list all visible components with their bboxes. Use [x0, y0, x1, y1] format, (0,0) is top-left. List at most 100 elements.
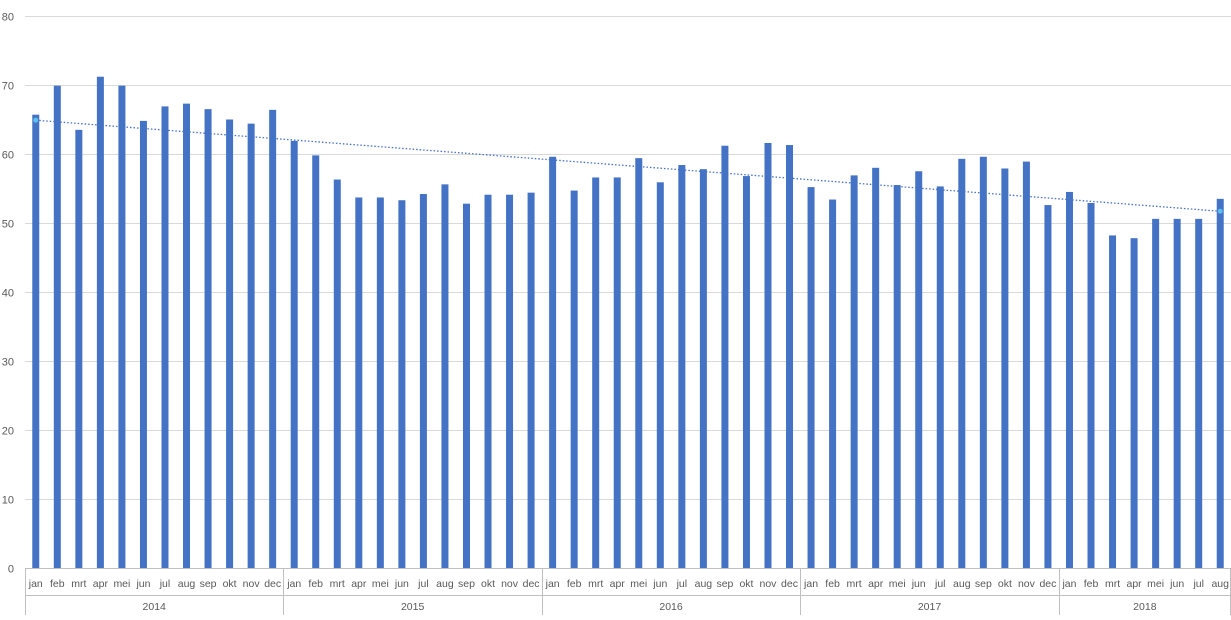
trendline	[33, 117, 1223, 214]
x-tick-label: okt	[739, 578, 753, 590]
bar	[398, 200, 406, 569]
y-tick-label: 50	[2, 219, 14, 231]
bar	[312, 155, 320, 568]
bar	[549, 156, 557, 568]
bar	[462, 203, 470, 568]
bar	[807, 187, 815, 568]
x-tick-label: dec	[264, 578, 281, 590]
x-tick-label: aug	[1211, 578, 1229, 590]
bar	[1152, 218, 1160, 569]
x-tick-label: jan	[1061, 578, 1076, 590]
bar	[1216, 198, 1224, 568]
x-tick-label: mei	[1147, 578, 1164, 590]
bar	[290, 140, 298, 568]
x-tick-label: mrt	[1105, 578, 1120, 590]
bar	[75, 129, 83, 568]
x-tick-label: jan	[286, 578, 301, 590]
bar	[872, 167, 880, 569]
x-tick-label: jun	[652, 578, 667, 590]
x-tick-label: mrt	[588, 578, 603, 590]
bar	[829, 199, 837, 569]
bar	[915, 171, 923, 568]
x-tick-label: jul	[417, 578, 429, 590]
x-tick-label: aug	[436, 578, 454, 590]
x-tick-label: feb	[50, 578, 65, 590]
bar	[1001, 168, 1009, 569]
x-tick-label: jun	[394, 578, 409, 590]
bar	[786, 145, 794, 568]
bar	[936, 186, 944, 568]
x-tick-label: jan	[803, 578, 818, 590]
x-tick-label: feb	[1084, 578, 1099, 590]
x-tick-label: sep	[975, 578, 992, 590]
bar	[721, 145, 729, 568]
gridlines	[25, 16, 1231, 569]
bar	[1109, 235, 1117, 569]
bar	[1173, 218, 1181, 569]
bar	[96, 76, 104, 568]
x-tick-label: aug	[695, 578, 713, 590]
x-tick-label: jul	[676, 578, 688, 590]
bar	[355, 197, 363, 568]
x-tick-label: nov	[760, 578, 778, 590]
bar	[742, 176, 750, 568]
bar	[656, 182, 664, 569]
x-tick-label: okt	[481, 578, 495, 590]
x-tick-label: apr	[93, 578, 109, 590]
year-label: 2017	[918, 601, 942, 613]
trendline-end-marker	[1217, 208, 1223, 214]
x-tick-label: nov	[1018, 578, 1036, 590]
bar	[53, 85, 61, 568]
y-tick-label: 0	[8, 564, 14, 576]
y-tick-label: 30	[2, 357, 14, 369]
y-tick-label: 20	[2, 426, 14, 438]
x-tick-label: mei	[889, 578, 906, 590]
x-tick-label: mrt	[71, 578, 86, 590]
x-tick-label: apr	[1126, 578, 1142, 590]
bar	[506, 194, 514, 568]
year-label: 2018	[1133, 601, 1157, 613]
bar	[419, 194, 427, 568]
x-tick-label: apr	[351, 578, 367, 590]
x-tick-label: mei	[630, 578, 647, 590]
bar	[592, 177, 600, 568]
x-tick-label: feb	[308, 578, 323, 590]
x-tick-label: nov	[243, 578, 261, 590]
x-tick-label: dec	[1039, 578, 1056, 590]
bar	[484, 194, 492, 568]
x-tick-label: apr	[610, 578, 626, 590]
bar	[441, 184, 449, 569]
year-label: 2014	[143, 601, 167, 613]
x-tick-label: jul	[934, 578, 946, 590]
y-tick-label: 10	[2, 495, 14, 507]
bars	[32, 76, 1224, 569]
bar	[183, 103, 191, 568]
x-tick-label: mei	[113, 578, 130, 590]
x-tick-label: apr	[868, 578, 884, 590]
bar	[1044, 205, 1052, 568]
x-tick-label: sep	[716, 578, 733, 590]
bar	[376, 197, 384, 568]
x-tick-label: dec	[781, 578, 798, 590]
bar	[1130, 238, 1138, 568]
bar	[764, 142, 772, 568]
x-tick-label: okt	[998, 578, 1012, 590]
bar	[1087, 202, 1095, 569]
x-tick-label: jun	[911, 578, 926, 590]
x-tick-label: jul	[1192, 578, 1204, 590]
x-tick-label: mrt	[330, 578, 345, 590]
x-tick-label: mei	[372, 578, 389, 590]
x-tick-label: feb	[825, 578, 840, 590]
x-axis: jan feb mrt apr mei jun jul aug sep okt nov dec jan f…	[25, 568, 1231, 615]
bar	[1065, 191, 1073, 568]
x-tick-label: feb	[567, 578, 582, 590]
x-tick-label: jan	[545, 578, 560, 590]
bar	[613, 177, 621, 568]
bar	[850, 175, 858, 568]
x-tick-label: nov	[501, 578, 519, 590]
bar	[893, 185, 901, 569]
x-tick-label: mrt	[847, 578, 862, 590]
trendline-line	[35, 119, 1221, 212]
bar	[527, 192, 535, 568]
